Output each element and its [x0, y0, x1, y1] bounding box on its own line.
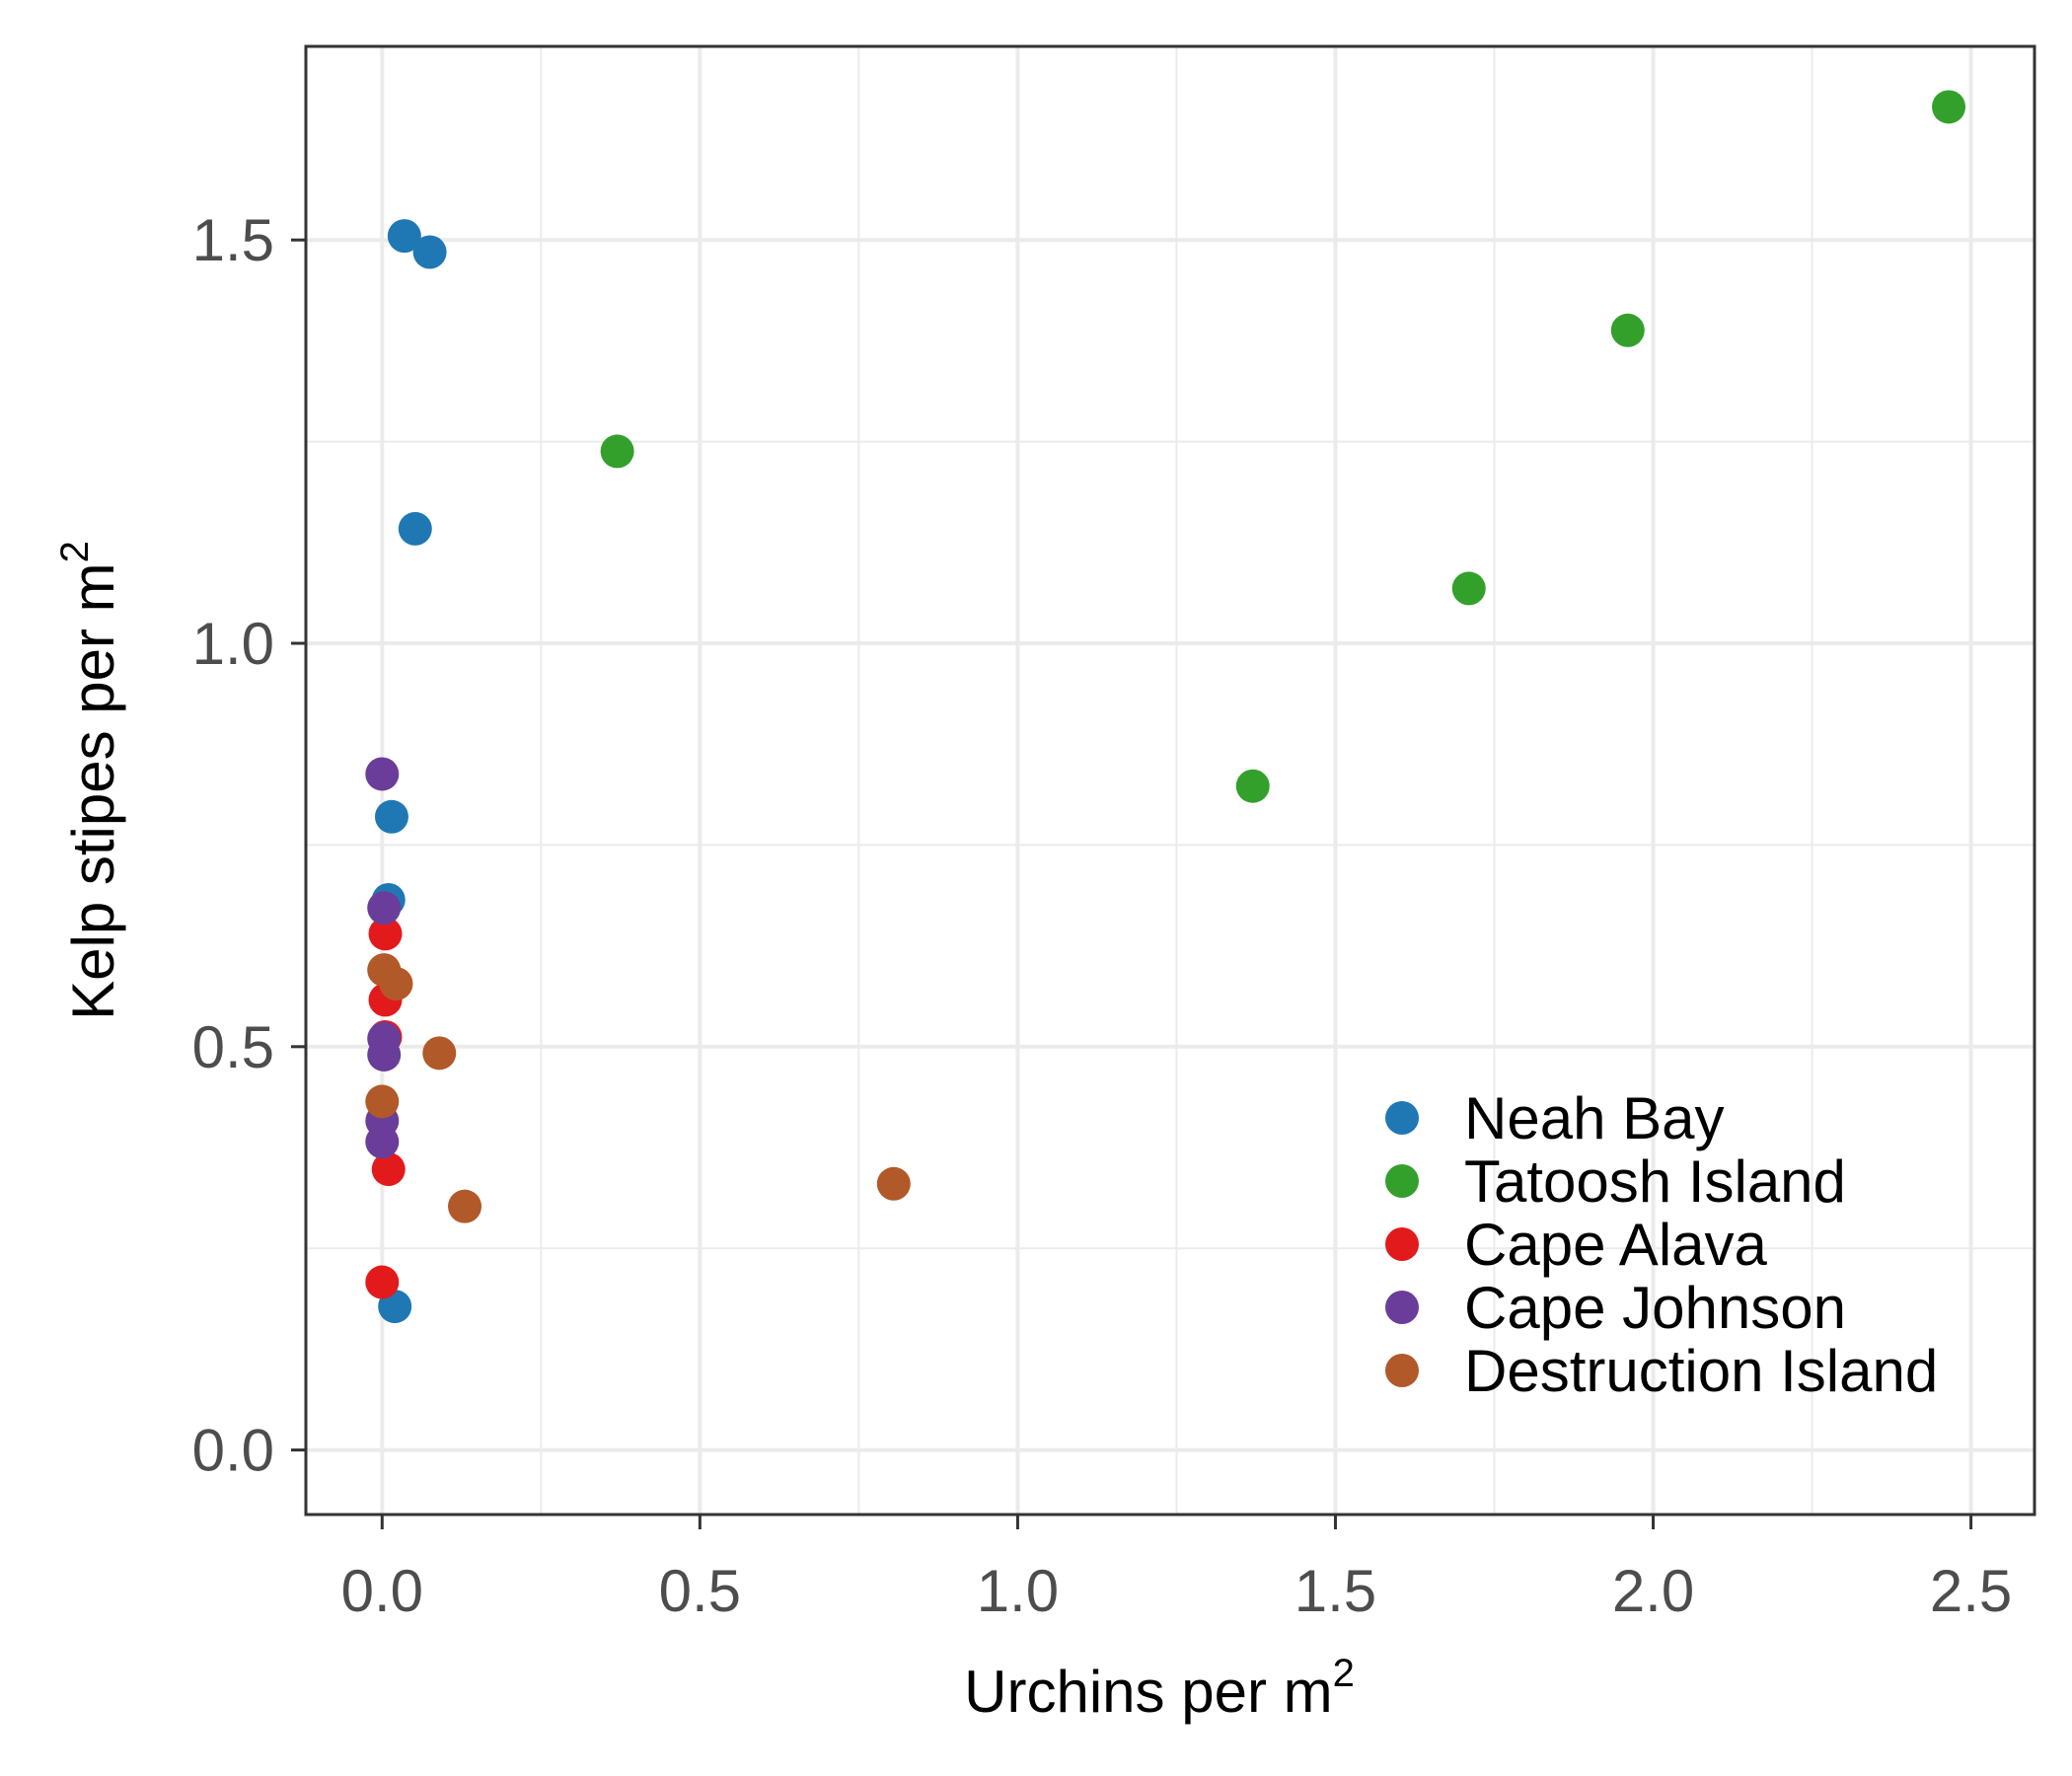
- point-tatoosh-island: [1610, 313, 1645, 347]
- point-neah-bay: [374, 799, 408, 834]
- point-cape-johnson: [365, 1125, 400, 1159]
- x-tick-label: 2.0: [1612, 1558, 1694, 1624]
- y-tick-label: 1.5: [192, 207, 274, 273]
- point-tatoosh-island: [1932, 90, 1966, 124]
- y-tick-label: 0.5: [192, 1014, 274, 1080]
- legend-label-neah-bay: Neah Bay: [1464, 1085, 1725, 1151]
- x-axis-title-text: Urchins per m: [964, 1659, 1332, 1725]
- legend-label-cape-johnson: Cape Johnson: [1464, 1275, 1846, 1341]
- legend-key-cape-johnson: [1385, 1291, 1419, 1324]
- minor-gridlines: [306, 46, 2035, 1515]
- x-axis-ticks: 0.0 0.5 1.0 1.5 2.0 2.5: [341, 1515, 2012, 1624]
- point-cape-johnson: [367, 891, 402, 925]
- point-destruction-island: [422, 1036, 457, 1071]
- data-points: [365, 90, 1966, 1324]
- point-destruction-island: [365, 1084, 400, 1119]
- point-neah-bay: [387, 219, 421, 254]
- point-cape-alava: [365, 1265, 400, 1299]
- y-axis-title-text: Kelp stipes per m: [60, 562, 126, 1020]
- x-axis-title: Urchins per m2: [964, 1652, 1355, 1725]
- point-cape-johnson: [365, 757, 400, 791]
- legend-label-destruction-island: Destruction Island: [1464, 1338, 1938, 1404]
- x-tick-label: 1.0: [977, 1558, 1059, 1624]
- x-axis-title-superscript: 2: [1333, 1652, 1355, 1695]
- point-tatoosh-island: [1235, 769, 1270, 803]
- major-gridlines: [306, 46, 2035, 1515]
- y-axis-title-superscript: 2: [53, 541, 97, 562]
- legend-label-cape-alava: Cape Alava: [1464, 1212, 1768, 1278]
- legend-key-neah-bay: [1385, 1101, 1419, 1135]
- x-tick-label: 1.5: [1295, 1558, 1376, 1624]
- point-cape-johnson: [367, 1037, 402, 1072]
- point-tatoosh-island: [600, 434, 634, 469]
- point-cape-alava: [368, 917, 403, 951]
- plot-panel-border: [304, 44, 2036, 1517]
- point-cape-alava: [371, 1152, 406, 1187]
- x-tick-label: 0.0: [341, 1558, 423, 1624]
- legend-key-tatoosh-island: [1385, 1164, 1419, 1198]
- point-destruction-island: [379, 967, 413, 1001]
- point-neah-bay: [412, 235, 447, 269]
- y-tick-label: 1.0: [192, 611, 274, 677]
- legend-key-destruction-island: [1385, 1354, 1419, 1387]
- y-axis-title: Kelp stipes per m2: [53, 541, 126, 1020]
- x-tick-label: 2.5: [1930, 1558, 2012, 1624]
- point-destruction-island: [876, 1166, 911, 1201]
- y-tick-label: 0.0: [192, 1418, 274, 1484]
- y-axis-ticks: 0.0 0.5 1.0 1.5: [192, 207, 306, 1484]
- x-tick-label: 0.5: [659, 1558, 741, 1624]
- point-neah-bay: [398, 511, 432, 546]
- point-tatoosh-island: [1451, 571, 1486, 606]
- legend-label-tatoosh-island: Tatoosh Island: [1464, 1148, 1846, 1215]
- point-destruction-island: [448, 1189, 482, 1223]
- legend-key-cape-alava: [1385, 1227, 1419, 1261]
